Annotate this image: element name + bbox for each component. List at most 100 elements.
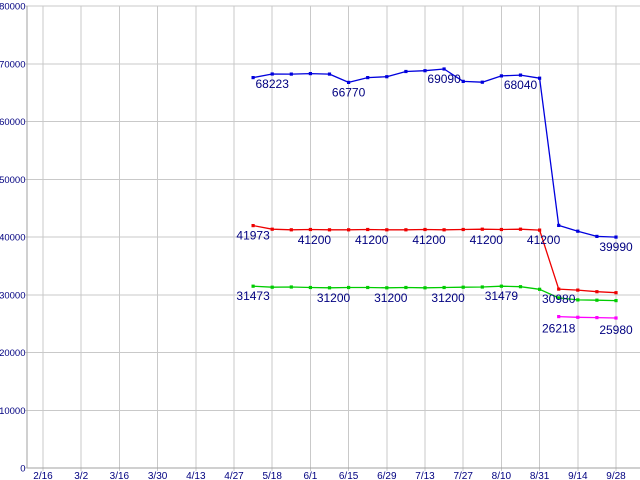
y-tick-label: 80000 xyxy=(0,2,26,13)
magenta-series-line xyxy=(558,315,617,319)
data-label: 41973 xyxy=(236,229,270,243)
x-tick-label: 3/30 xyxy=(148,471,168,480)
magenta-series-marker xyxy=(557,315,561,319)
red-series-marker xyxy=(442,228,446,232)
data-label: 25980 xyxy=(599,323,633,337)
blue-series-marker xyxy=(327,72,332,76)
data-labels: 68223 66770 69090 68040 39990 41973 41200 41200… xyxy=(236,72,633,337)
green-series-marker xyxy=(270,285,274,289)
green-series-marker xyxy=(557,296,561,300)
x-tick-label: 9/28 xyxy=(606,471,626,480)
blue-series-line xyxy=(252,68,617,238)
green-series-marker xyxy=(480,285,484,289)
data-label: 31200 xyxy=(374,291,408,305)
x-tick-label: 6/15 xyxy=(339,471,359,480)
red-series-marker xyxy=(404,228,408,232)
blue-series-marker xyxy=(557,223,561,227)
blue-series-marker xyxy=(385,75,389,79)
red-series-marker xyxy=(480,227,484,231)
red-series-marker xyxy=(538,228,542,232)
y-tick-label: 40000 xyxy=(0,233,26,244)
green-series-marker xyxy=(595,298,599,302)
x-tick-label: 4/13 xyxy=(186,471,206,480)
data-label: 68223 xyxy=(256,77,290,91)
x-tick-label: 2/16 xyxy=(33,471,53,480)
red-series-marker xyxy=(423,227,427,232)
x-tick-label: 7/13 xyxy=(415,471,435,480)
green-series-marker xyxy=(442,285,446,290)
y-tick-label: 50000 xyxy=(0,175,26,186)
y-axis-labels: 0 10000 20000 30000 40000 50000 60000 70000 8000… xyxy=(0,2,26,475)
blue-series-marker xyxy=(499,74,503,78)
green-series-line xyxy=(253,285,617,302)
y-tick-label: 0 xyxy=(20,464,25,475)
data-label: 69090 xyxy=(427,72,461,86)
green-series-marker xyxy=(289,285,293,289)
data-label: 41200 xyxy=(412,233,446,247)
green-series-marker xyxy=(614,299,618,303)
data-label: 68040 xyxy=(504,78,538,92)
green-series-marker xyxy=(308,285,312,290)
blue-series-marker xyxy=(270,72,274,76)
red-series-marker xyxy=(461,227,465,232)
red-series-marker xyxy=(614,291,618,295)
x-tick-label: 3/16 xyxy=(110,471,130,480)
magenta-series-marker xyxy=(614,316,618,320)
red-series-marker xyxy=(499,227,503,232)
data-label: 31200 xyxy=(317,291,351,305)
blue-series-marker xyxy=(442,67,446,71)
green-series-marker xyxy=(538,287,542,291)
data-label: 31479 xyxy=(485,289,519,303)
data-label: 41200 xyxy=(470,233,504,247)
blue-series-marker xyxy=(366,76,370,80)
blue-series-marker xyxy=(251,76,255,80)
blue-series-marker xyxy=(576,229,580,233)
y-tick-label: 10000 xyxy=(0,406,26,417)
green-series-marker xyxy=(423,286,427,290)
red-series-marker xyxy=(385,228,389,232)
green-series-marker xyxy=(347,285,351,290)
red-series-marker xyxy=(251,224,255,228)
data-label: 31473 xyxy=(236,289,270,303)
data-label: 66770 xyxy=(332,85,366,99)
data-label: 26218 xyxy=(542,322,576,336)
x-tick-label: 7/27 xyxy=(453,471,473,480)
data-label: 39990 xyxy=(599,240,633,254)
x-tick-label: 8/10 xyxy=(492,471,512,480)
red-series-marker xyxy=(518,227,523,231)
red-series xyxy=(251,224,618,295)
x-tick-label: 9/14 xyxy=(568,471,588,480)
y-tick-label: 70000 xyxy=(0,59,26,70)
green-series-marker xyxy=(251,284,255,288)
x-tick-label: 6/29 xyxy=(377,471,397,480)
x-tick-label: 3/2 xyxy=(74,471,88,480)
red-series-marker xyxy=(557,287,561,291)
blue-series xyxy=(251,67,618,239)
green-series-marker xyxy=(576,298,580,302)
red-series-line xyxy=(252,224,617,294)
green-series xyxy=(251,284,618,303)
x-tick-label: 5/18 xyxy=(262,471,282,480)
red-series-marker xyxy=(576,288,580,292)
magenta-series xyxy=(557,315,618,320)
blue-series-marker xyxy=(289,72,293,76)
axes xyxy=(26,6,640,469)
x-axis-labels: 2/16 3/2 3/16 3/30 4/13 4/27 5/18 6/1 6/15 6/29 7/… xyxy=(33,471,626,480)
y-tick-label: 30000 xyxy=(0,290,26,301)
green-series-marker xyxy=(518,285,523,289)
data-label: 41200 xyxy=(527,233,561,247)
x-tick-label: 6/1 xyxy=(303,471,317,480)
red-series-marker xyxy=(270,227,274,231)
red-series-marker xyxy=(347,228,351,232)
red-series-marker xyxy=(595,290,599,294)
blue-series-marker xyxy=(308,72,312,76)
green-series-marker xyxy=(404,285,408,290)
blue-series-marker xyxy=(461,79,465,83)
blue-series-marker xyxy=(614,235,618,239)
y-tick-label: 60000 xyxy=(0,117,26,128)
blue-series-marker xyxy=(595,234,599,238)
magenta-series-marker xyxy=(576,315,580,319)
data-label: 41200 xyxy=(355,233,389,247)
x-tick-label: 8/31 xyxy=(530,471,550,480)
